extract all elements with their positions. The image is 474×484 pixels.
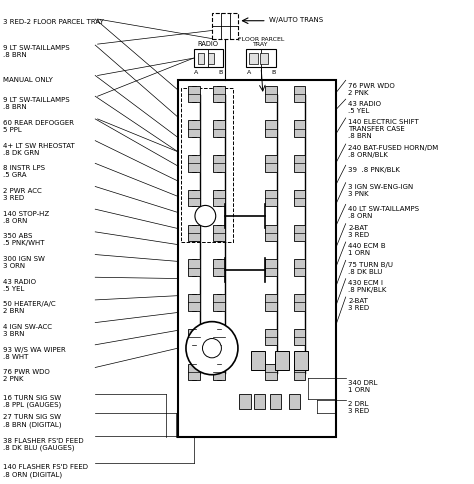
Text: 38 FLASHER FS'D FEED
.8 DK BLU (GAUGES): 38 FLASHER FS'D FEED .8 DK BLU (GAUGES) bbox=[3, 438, 84, 452]
Bar bbox=[265, 190, 277, 206]
Text: 9 LT SW-TAILLAMPS
.8 BRN: 9 LT SW-TAILLAMPS .8 BRN bbox=[3, 97, 70, 110]
Circle shape bbox=[195, 205, 216, 227]
Text: 50 HEATER/A/C
2 BRN: 50 HEATER/A/C 2 BRN bbox=[3, 302, 55, 315]
Text: 3 IGN SW-ENG-IGN
3 PNK: 3 IGN SW-ENG-IGN 3 PNK bbox=[348, 184, 413, 197]
Bar bbox=[294, 121, 305, 137]
Text: A: A bbox=[246, 70, 251, 75]
Bar bbox=[188, 294, 200, 311]
Text: 4 IGN SW-ACC
3 BRN: 4 IGN SW-ACC 3 BRN bbox=[3, 324, 52, 337]
Bar bbox=[270, 394, 282, 408]
Bar bbox=[294, 86, 305, 102]
Text: A: A bbox=[194, 70, 198, 75]
Text: 350 ABS
.5 PNK/WHT: 350 ABS .5 PNK/WHT bbox=[3, 233, 45, 246]
Text: 8 INSTR LPS
.5 GRA: 8 INSTR LPS .5 GRA bbox=[3, 165, 45, 178]
Bar bbox=[193, 49, 223, 67]
Text: 240 BAT-FUSED HORN/DM
.8 ORN/BLK: 240 BAT-FUSED HORN/DM .8 ORN/BLK bbox=[348, 146, 438, 158]
Text: 16 TURN SIG SW
.8 PPL (GAUGES): 16 TURN SIG SW .8 PPL (GAUGES) bbox=[3, 395, 61, 408]
Text: 3 RED-2 FLOOR PARCEL TRAY: 3 RED-2 FLOOR PARCEL TRAY bbox=[3, 19, 104, 25]
Text: 2 DRL
3 RED: 2 DRL 3 RED bbox=[348, 401, 369, 414]
Bar bbox=[294, 350, 308, 370]
Bar bbox=[254, 394, 265, 408]
Bar bbox=[188, 190, 200, 206]
Bar bbox=[213, 155, 225, 171]
Bar bbox=[265, 259, 277, 276]
Text: 76 PWR WDO
2 PNK: 76 PWR WDO 2 PNK bbox=[348, 83, 395, 96]
Bar bbox=[188, 363, 200, 380]
Circle shape bbox=[186, 322, 238, 375]
Text: MANUAL ONLY: MANUAL ONLY bbox=[3, 77, 53, 83]
Bar bbox=[188, 121, 200, 137]
Text: 140 FLASHER FS'D FEED
.8 ORN (DIGITAL): 140 FLASHER FS'D FEED .8 ORN (DIGITAL) bbox=[3, 464, 88, 478]
Bar bbox=[265, 155, 277, 171]
Bar bbox=[208, 53, 214, 64]
Bar bbox=[212, 13, 238, 39]
Bar bbox=[251, 350, 265, 370]
Bar bbox=[294, 190, 305, 206]
Text: 60 REAR DEFOGGER
5 PPL: 60 REAR DEFOGGER 5 PPL bbox=[3, 120, 74, 133]
Bar bbox=[181, 88, 233, 242]
Bar bbox=[265, 121, 277, 137]
Bar bbox=[265, 329, 277, 345]
Bar bbox=[198, 53, 204, 64]
Bar bbox=[265, 225, 277, 241]
Text: 40 LT SW-TAILLAMPS
.8 ORN: 40 LT SW-TAILLAMPS .8 ORN bbox=[348, 206, 419, 219]
Bar bbox=[265, 294, 277, 311]
Text: 75 TURN B/U
.8 DK BLU: 75 TURN B/U .8 DK BLU bbox=[348, 262, 393, 275]
Text: 27 TURN SIG SW
.8 BRN (DIGITAL): 27 TURN SIG SW .8 BRN (DIGITAL) bbox=[3, 414, 62, 428]
Bar bbox=[246, 49, 276, 67]
Bar bbox=[178, 80, 336, 438]
Text: 76 PWR WDO
2 PNK: 76 PWR WDO 2 PNK bbox=[3, 369, 50, 382]
Text: 39  .8 PNK/BLK: 39 .8 PNK/BLK bbox=[348, 166, 400, 173]
Text: FLOOR PARCEL
TRAY: FLOOR PARCEL TRAY bbox=[238, 37, 284, 47]
Text: 4+ LT SW RHEOSTAT
.8 DK GRN: 4+ LT SW RHEOSTAT .8 DK GRN bbox=[3, 143, 75, 155]
Bar bbox=[213, 363, 225, 380]
Bar bbox=[188, 155, 200, 171]
Bar bbox=[213, 121, 225, 137]
Bar bbox=[294, 363, 305, 380]
Text: 2-BAT
3 RED: 2-BAT 3 RED bbox=[348, 225, 369, 238]
Bar bbox=[249, 53, 258, 64]
Bar bbox=[294, 259, 305, 276]
Bar bbox=[213, 294, 225, 311]
Text: 430 ECM I
.8 PNK/BLK: 430 ECM I .8 PNK/BLK bbox=[348, 280, 386, 293]
Bar bbox=[294, 225, 305, 241]
Text: RADIO: RADIO bbox=[198, 41, 219, 47]
Bar bbox=[188, 259, 200, 276]
Bar bbox=[289, 394, 301, 408]
Text: B: B bbox=[271, 70, 275, 75]
Text: W/AUTO TRANS: W/AUTO TRANS bbox=[269, 17, 323, 23]
Text: 43 RADIO
.5 YEL: 43 RADIO .5 YEL bbox=[348, 101, 381, 114]
Bar bbox=[213, 86, 225, 102]
Bar bbox=[213, 225, 225, 241]
Bar bbox=[188, 86, 200, 102]
Text: 440 ECM B
1 ORN: 440 ECM B 1 ORN bbox=[348, 243, 386, 257]
Bar bbox=[188, 329, 200, 345]
Circle shape bbox=[202, 338, 221, 358]
Text: 93 W/S WA WIPER
.8 WHT: 93 W/S WA WIPER .8 WHT bbox=[3, 347, 66, 360]
Bar bbox=[239, 394, 251, 408]
Text: 140 ELECTRIC SHIFT
TRANSFER CASE
.8 BRN: 140 ELECTRIC SHIFT TRANSFER CASE .8 BRN bbox=[348, 120, 419, 139]
Bar bbox=[188, 225, 200, 241]
Bar bbox=[265, 363, 277, 380]
Bar bbox=[265, 86, 277, 102]
Bar bbox=[294, 294, 305, 311]
Bar bbox=[260, 53, 268, 64]
Text: 300 IGN SW
3 ORN: 300 IGN SW 3 ORN bbox=[3, 256, 45, 269]
Bar bbox=[213, 329, 225, 345]
Text: 340 DRL
1 ORN: 340 DRL 1 ORN bbox=[348, 379, 378, 393]
Bar bbox=[294, 155, 305, 171]
Text: 2-BAT
3 RED: 2-BAT 3 RED bbox=[348, 299, 369, 312]
Text: 43 RADIO
.5 YEL: 43 RADIO .5 YEL bbox=[3, 279, 36, 292]
Text: B: B bbox=[219, 70, 223, 75]
Bar bbox=[213, 259, 225, 276]
Bar bbox=[294, 329, 305, 345]
Text: 140 STOP-HZ
.8 ORN: 140 STOP-HZ .8 ORN bbox=[3, 211, 49, 224]
Text: 2 PWR ACC
3 RED: 2 PWR ACC 3 RED bbox=[3, 188, 42, 201]
Bar bbox=[213, 190, 225, 206]
Text: 9 LT SW-TAILLAMPS
.8 BRN: 9 LT SW-TAILLAMPS .8 BRN bbox=[3, 45, 70, 58]
Bar bbox=[275, 350, 289, 370]
